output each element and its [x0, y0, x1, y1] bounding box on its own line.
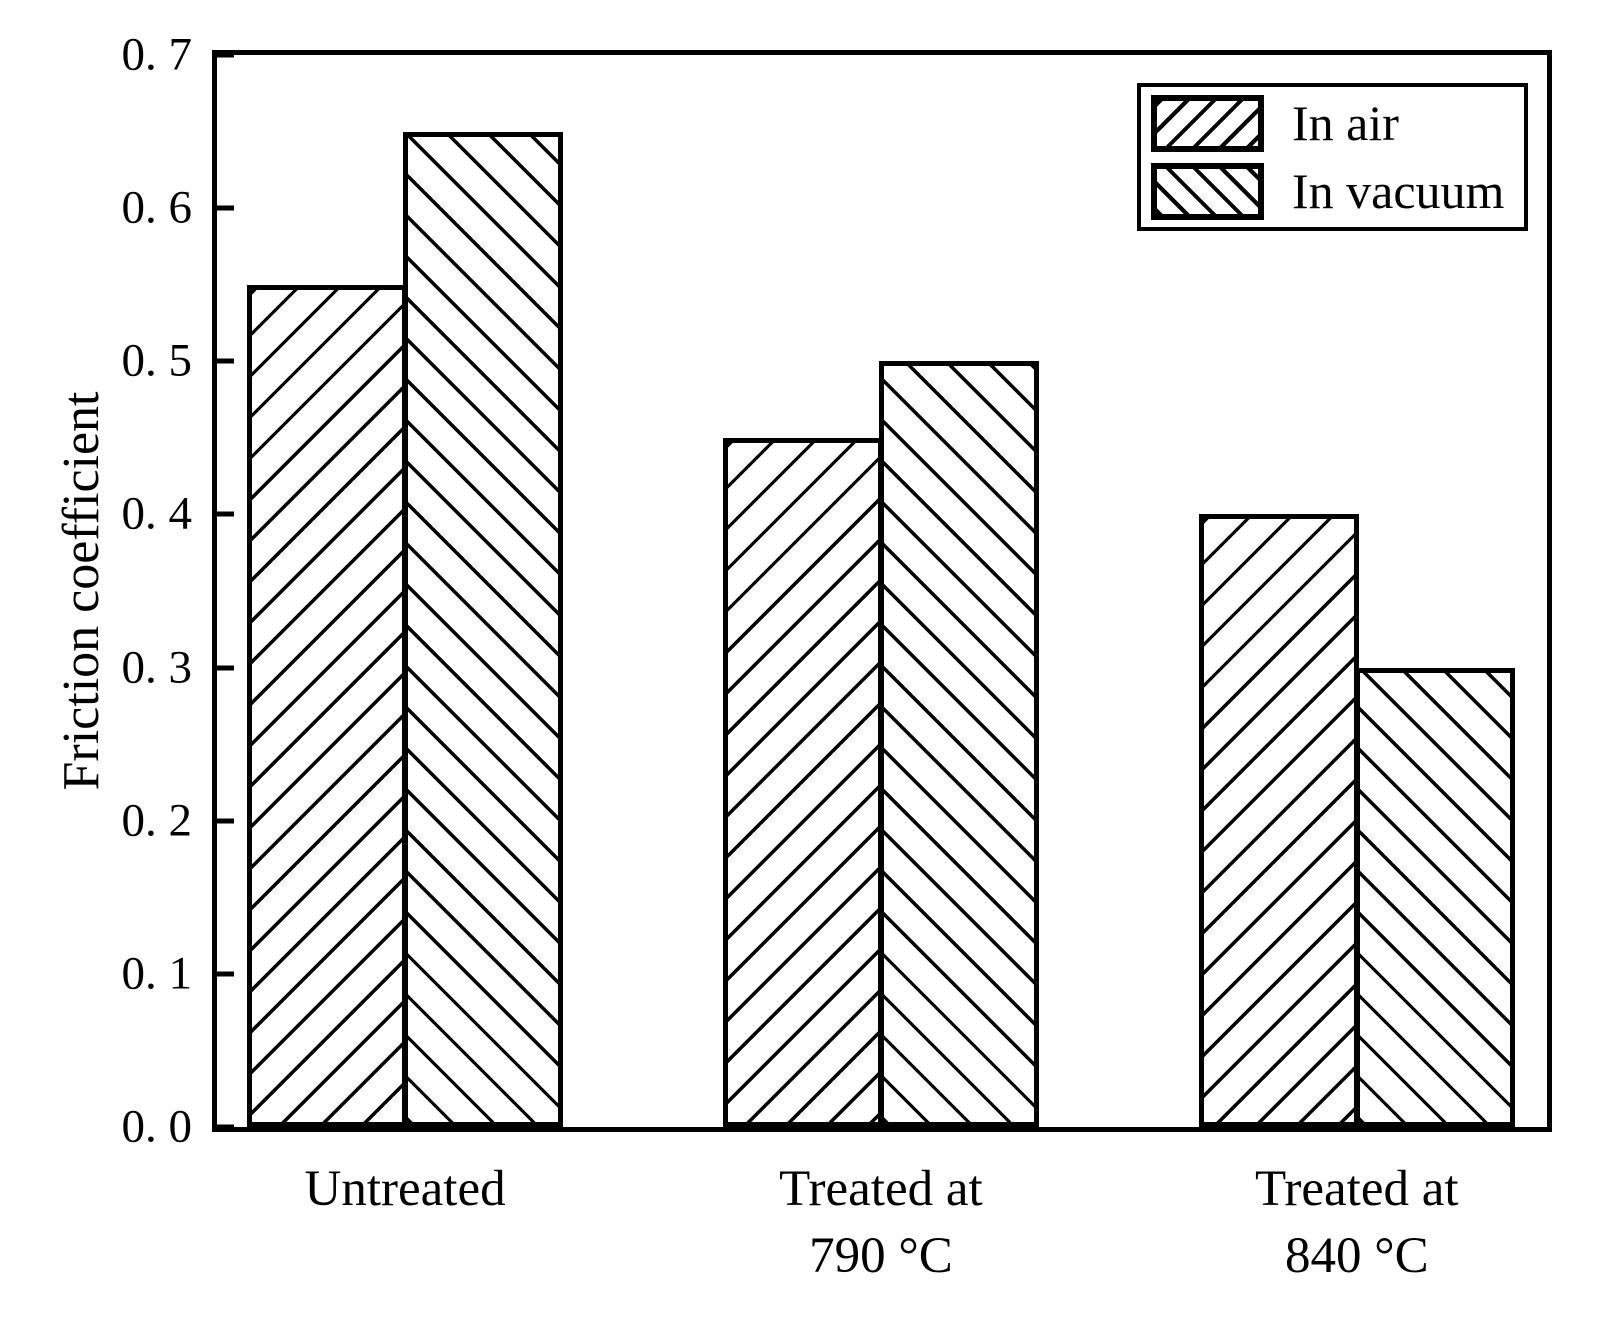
y-tick-0-6 [217, 205, 234, 211]
y-tick-label-0-7: 0. 7 [121, 28, 193, 81]
bar-untreated-in-vacuum [403, 131, 564, 1127]
y-tick-label-0-0: 0. 0 [121, 1100, 193, 1153]
x-category-label-line: Treated at [1255, 1161, 1459, 1217]
y-tick-label-0-1: 0. 1 [121, 947, 193, 1000]
x-category-label-treated-at-790-c: Treated at 790 °C [779, 1156, 982, 1290]
legend-label-in-air: In air [1292, 95, 1399, 151]
y-tick-0-0 [217, 1124, 234, 1130]
bar-treated-at-790-c-in-vacuum [878, 361, 1039, 1127]
y-tick-0-7 [217, 52, 234, 58]
legend-label-in-vacuum: In vacuum [1292, 163, 1505, 219]
legend-item-in-air: In air [1151, 94, 1514, 152]
y-tick-0-3 [217, 665, 234, 671]
legend-item-in-vacuum: In vacuum [1151, 162, 1514, 220]
y-tick-0-2 [217, 818, 234, 824]
y-tick-label-0-4: 0. 4 [121, 487, 193, 540]
y-tick-0-1 [217, 971, 234, 977]
x-category-label-treated-at-840-c: Treated at 840 °C [1255, 1156, 1458, 1290]
y-tick-label-0-3: 0. 3 [121, 641, 193, 694]
x-category-label-line: 840 °C [1284, 1228, 1429, 1284]
y-axis-label: Friction coefficient [53, 391, 110, 791]
x-category-label-line: Treated at [779, 1161, 983, 1217]
x-category-label-line: Untreated [304, 1161, 506, 1217]
y-tick-0-5 [217, 358, 234, 364]
bar-treated-at-790-c-in-air [722, 437, 883, 1127]
x-category-label-line: 790 °C [809, 1228, 953, 1284]
y-tick-label-0-5: 0. 5 [121, 334, 193, 387]
bar-treated-at-840-c-in-vacuum [1354, 667, 1515, 1127]
x-category-label-untreated: Untreated [305, 1156, 506, 1223]
legend-swatch-in-air [1151, 94, 1264, 152]
legend-swatch-in-vacuum [1151, 162, 1264, 220]
bar-untreated-in-air [247, 284, 408, 1127]
bar-treated-at-840-c-in-air [1198, 514, 1359, 1127]
y-tick-0-4 [217, 511, 234, 517]
y-tick-label-0-2: 0. 2 [121, 794, 193, 847]
y-tick-label-0-6: 0. 6 [121, 181, 193, 234]
legend: In air In vacuum [1137, 83, 1528, 231]
